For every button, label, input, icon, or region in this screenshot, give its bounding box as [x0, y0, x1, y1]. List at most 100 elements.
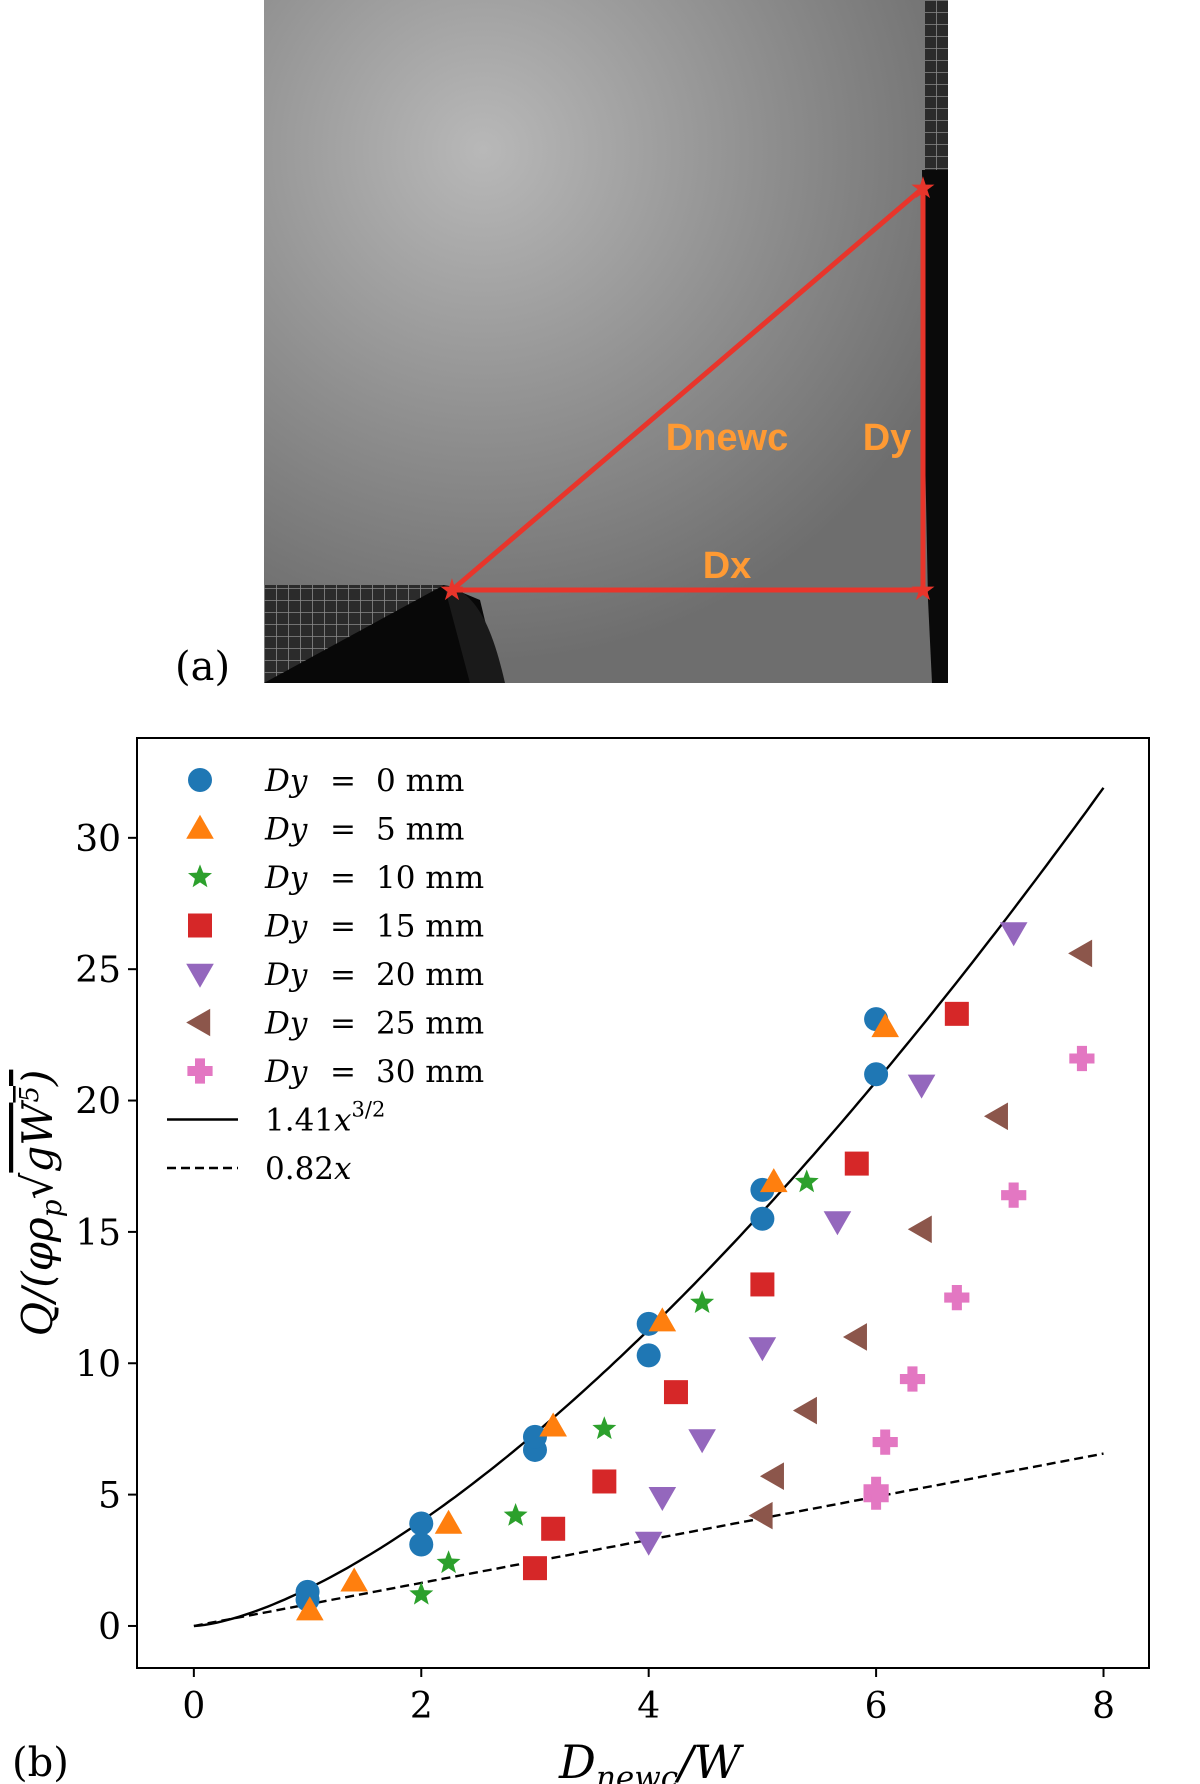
x-tick-label: 0: [182, 1686, 205, 1727]
data-point: [999, 922, 1028, 947]
data-point: [340, 1567, 368, 1592]
legend-symbol: Dy: [264, 1054, 308, 1090]
legend-marker: [188, 864, 212, 888]
data-points: [295, 922, 1095, 1621]
data-point: [907, 1215, 932, 1244]
legend-symbol: Dy: [264, 957, 308, 993]
legend-label: 20 mm: [376, 957, 484, 993]
dnewc-label: Dnewc: [666, 417, 788, 459]
data-point: [872, 1429, 898, 1455]
panel-a-photo: ★ ★ ★ Dnewc Dy Dx: [264, 0, 948, 683]
data-point: [592, 1416, 617, 1440]
legend-equals: =: [330, 909, 356, 945]
data-point: [907, 1074, 936, 1099]
data-point: [636, 1343, 661, 1368]
data-point: [539, 1412, 567, 1437]
photo-background: [264, 0, 948, 683]
legend-marker: [186, 1008, 211, 1037]
plot-frame: [136, 737, 1150, 1669]
x-tick-label: 2: [410, 1686, 433, 1727]
y-tick-label: 30: [75, 819, 121, 860]
data-point: [648, 1307, 677, 1332]
data-point: [748, 1337, 777, 1362]
legend-symbol: Dy: [264, 763, 308, 799]
legend-label: 25 mm: [376, 1006, 484, 1042]
x-tick-label: 4: [637, 1686, 660, 1727]
left-opening: [264, 585, 500, 683]
data-point: [1068, 939, 1093, 968]
right-opening: [922, 170, 948, 683]
data-point: [823, 1211, 852, 1236]
legend-label: 10 mm: [376, 860, 484, 896]
data-point: [842, 1323, 867, 1351]
panel-a-label: (a): [175, 644, 230, 690]
legend-label: 5 mm: [376, 812, 464, 848]
data-point: [409, 1581, 434, 1605]
data-point: [434, 1509, 463, 1534]
data-point: [522, 1424, 547, 1449]
legend-marker: [187, 1058, 213, 1084]
x-axis-label: Dnewc/W: [558, 1735, 745, 1784]
data-point: [792, 1396, 817, 1425]
data-point: [409, 1511, 434, 1536]
data-point: [844, 1151, 869, 1176]
y-tick-label: 5: [98, 1476, 121, 1517]
x-tick-label: 8: [1092, 1686, 1115, 1727]
data-point: [871, 1013, 899, 1038]
data-point: [750, 1206, 775, 1231]
y-tick-label: 15: [75, 1213, 121, 1254]
data-point: [522, 1556, 547, 1581]
data-point: [296, 1596, 324, 1621]
data-point: [1069, 1045, 1095, 1072]
data-point: [541, 1516, 566, 1541]
data-point: [864, 1062, 889, 1087]
data-point: [794, 1169, 819, 1193]
y-axis: 0 5 10 15 20 25 30: [75, 819, 137, 1648]
legend-marker: [188, 768, 212, 792]
data-point: [436, 1550, 461, 1574]
data-point: [592, 1469, 617, 1494]
data-point: [944, 1001, 969, 1026]
legend-equals: =: [330, 763, 356, 799]
dnewc-line: [450, 186, 925, 592]
data-point: [759, 1462, 784, 1491]
y-tick-label: 0: [98, 1607, 121, 1648]
data-point: [688, 1429, 716, 1454]
x-tick-label: 6: [865, 1686, 888, 1727]
y-axis-label: Q/(φρp√gW5): [13, 1070, 68, 1337]
data-point: [503, 1503, 528, 1526]
legend-label: 30 mm: [376, 1054, 484, 1090]
legend-equals: =: [330, 1054, 356, 1090]
legend-symbol: Dy: [264, 812, 308, 848]
legend-equals: =: [330, 860, 356, 896]
legend-marker: [186, 814, 214, 839]
legend-marker: [188, 913, 212, 938]
legend-equals: =: [330, 1006, 356, 1042]
data-point: [899, 1366, 926, 1392]
legend-symbol: Dy: [264, 1006, 308, 1042]
data-point: [1001, 1182, 1027, 1208]
legend: Dy = 0 mm Dy = 5 mm Dy = 10 mm Dy = 15 mm Dy = 20 mm Dy…: [167, 763, 484, 1187]
legend-label: 0 mm: [376, 763, 464, 799]
legend-symbol: Dy: [264, 860, 308, 896]
y-tick-label: 25: [75, 950, 121, 991]
y-tick-label: 10: [75, 1344, 121, 1385]
legend-equals: =: [330, 957, 356, 993]
data-point: [944, 1285, 970, 1311]
corner-star-icon: ★: [439, 573, 466, 608]
data-point: [983, 1102, 1008, 1131]
data-point: [648, 1487, 677, 1512]
legend-label: 0.82x: [265, 1151, 352, 1187]
x-axis: 0 2 4 6 8: [182, 1668, 1115, 1727]
legend-equals: =: [330, 812, 356, 848]
legend-label: 15 mm: [376, 909, 484, 945]
data-point: [295, 1579, 320, 1604]
legend-marker: [186, 963, 214, 988]
data-point: [748, 1501, 773, 1530]
data-point: [634, 1531, 663, 1556]
data-point: [663, 1380, 688, 1405]
data-point: [750, 1272, 775, 1297]
y-tick-label: 20: [75, 1082, 121, 1123]
data-point: [863, 1476, 889, 1502]
